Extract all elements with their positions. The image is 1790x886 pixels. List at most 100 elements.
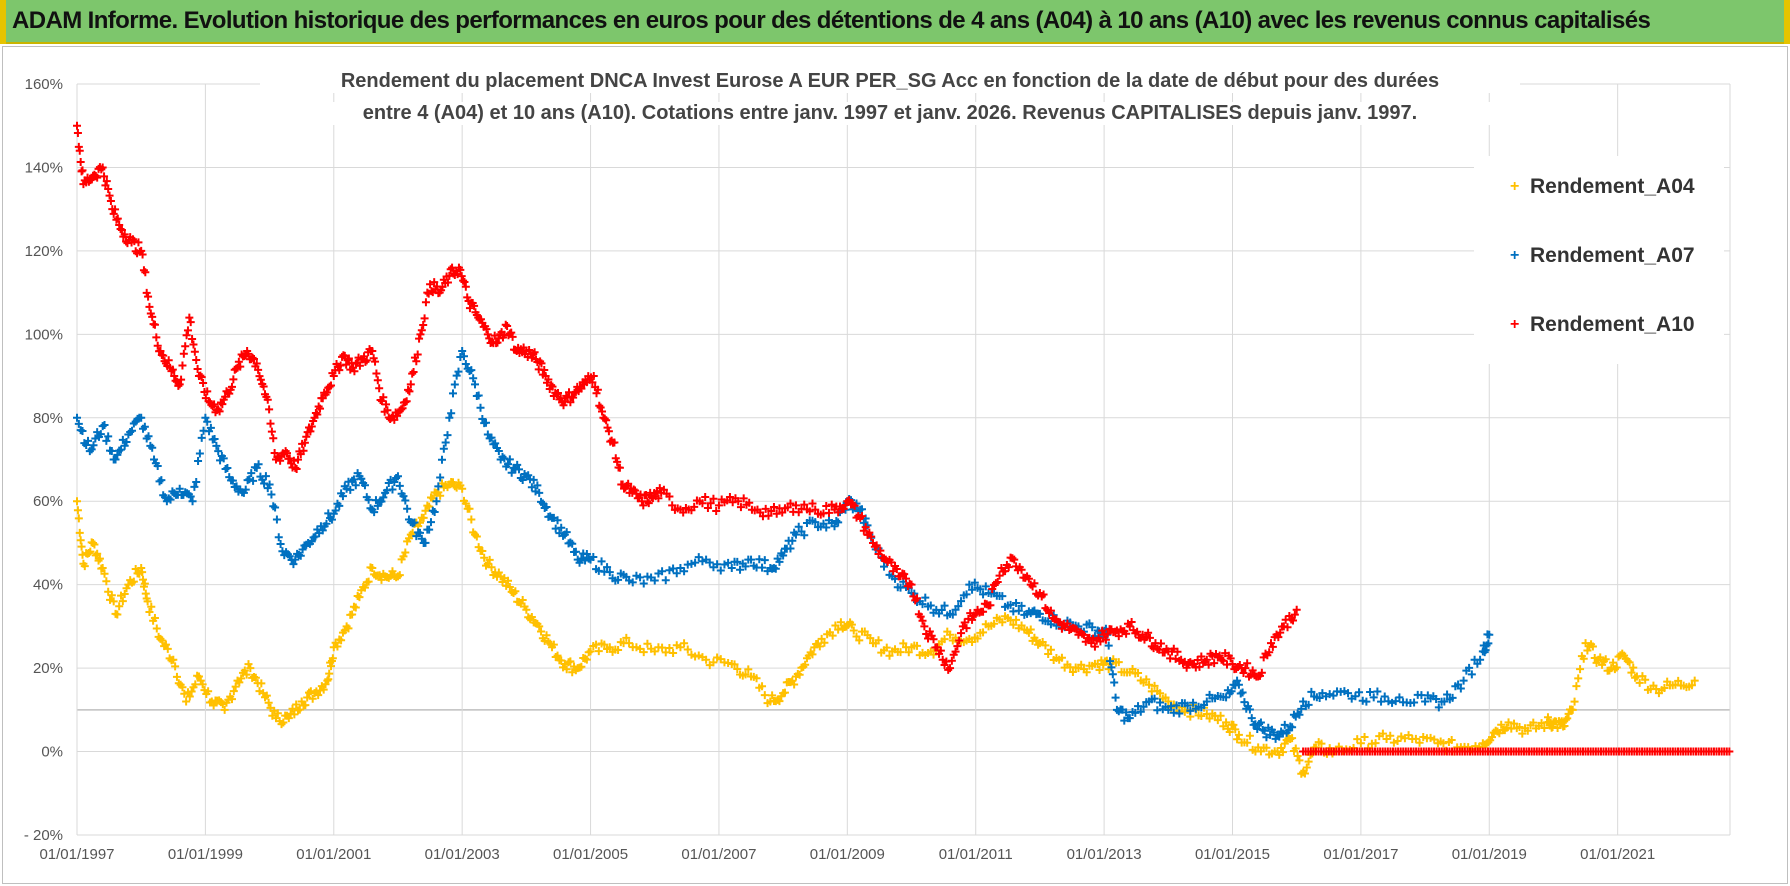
point-rendement-a10: [255, 372, 264, 381]
point-rendement-a04: [74, 514, 83, 523]
point-rendement-a10: [164, 356, 173, 365]
point-rendement-a07: [1299, 697, 1308, 706]
point-rendement-a10: [283, 449, 292, 458]
y-tick-label: 80%: [33, 410, 63, 427]
point-rendement-a07: [148, 443, 157, 452]
point-rendement-a10: [872, 541, 881, 550]
point-rendement-a04: [540, 636, 549, 645]
point-rendement-a10: [1101, 635, 1110, 644]
point-rendement-a07: [128, 426, 137, 435]
point-rendement-a10: [188, 334, 197, 343]
point-rendement-a07: [447, 409, 456, 418]
point-rendement-a04: [1560, 721, 1569, 730]
point-rendement-a10: [190, 347, 199, 356]
point-rendement-a10: [1098, 626, 1107, 635]
point-rendement-a10: [824, 508, 833, 517]
point-rendement-a07: [669, 564, 678, 573]
point-rendement-a04: [246, 664, 255, 673]
point-rendement-a04: [1017, 621, 1026, 630]
point-rendement-a04: [566, 657, 575, 666]
point-rendement-a07: [1421, 697, 1430, 706]
point-rendement-a07: [157, 476, 166, 485]
point-rendement-a10: [1292, 605, 1301, 614]
point-rendement-a07: [733, 557, 742, 566]
point-rendement-a07: [1156, 698, 1165, 707]
point-rendement-a04: [1386, 731, 1395, 740]
point-rendement-a04: [1161, 693, 1170, 702]
point-rendement-a07: [344, 477, 353, 486]
point-rendement-a04: [836, 618, 845, 627]
point-rendement-a07: [322, 519, 331, 528]
point-rendement-a07: [639, 579, 648, 588]
point-rendement-a07: [346, 485, 355, 494]
point-rendement-a04: [1568, 705, 1577, 714]
point-rendement-a07: [247, 469, 256, 478]
point-rendement-a10: [892, 565, 901, 574]
point-rendement-a10: [409, 368, 418, 377]
point-rendement-a10: [170, 371, 179, 380]
point-rendement-a07: [775, 557, 784, 566]
point-rendement-a07: [691, 558, 700, 567]
point-rendement-a10: [706, 499, 715, 508]
point-rendement-a07: [1104, 641, 1113, 650]
point-rendement-a07: [1362, 697, 1371, 706]
point-rendement-a04: [1497, 720, 1506, 729]
point-rendement-a07: [474, 391, 483, 400]
point-rendement-a10: [461, 282, 470, 291]
point-rendement-a10: [1226, 654, 1235, 663]
point-rendement-a04: [319, 685, 328, 694]
x-tick-label: 01/01/2021: [1580, 846, 1655, 863]
point-rendement-a07: [582, 549, 591, 558]
point-rendement-a04: [505, 583, 514, 592]
point-rendement-a04: [117, 591, 126, 600]
point-rendement-a04: [1641, 675, 1650, 684]
point-rendement-a07: [957, 597, 966, 606]
point-rendement-a10: [537, 359, 546, 368]
point-rendement-a07: [1485, 630, 1494, 639]
point-rendement-a04: [1504, 718, 1513, 727]
point-rendement-a07: [1240, 698, 1249, 707]
point-rendement-a07: [758, 563, 767, 572]
point-rendement-a07: [1443, 690, 1452, 699]
point-rendement-a07: [388, 485, 397, 494]
point-rendement-a10: [289, 456, 298, 465]
point-rendement-a07: [1014, 606, 1023, 615]
point-rendement-a07: [401, 496, 410, 505]
point-rendement-a10: [302, 432, 311, 441]
point-rendement-a10: [313, 410, 322, 419]
point-rendement-a07: [575, 558, 584, 567]
point-rendement-a04: [138, 568, 147, 577]
point-rendement-a07: [779, 551, 788, 560]
point-rendement-a04: [467, 515, 476, 524]
point-rendement-a04: [333, 642, 342, 651]
point-rendement-a10: [665, 492, 674, 501]
point-rendement-a07: [694, 553, 703, 562]
point-rendement-a10: [1182, 663, 1191, 672]
point-rendement-a10: [600, 414, 609, 423]
point-rendement-a10: [1001, 567, 1010, 576]
point-rendement-a04: [1518, 729, 1527, 738]
point-rendement-a04: [600, 640, 609, 649]
point-rendement-a07: [1297, 704, 1306, 713]
point-rendement-a10: [1268, 642, 1277, 651]
point-rendement-a10: [142, 288, 151, 297]
point-rendement-a04: [237, 674, 246, 683]
point-rendement-a04: [1674, 676, 1683, 685]
point-rendement-a10: [232, 364, 241, 373]
point-rendement-a07: [1256, 718, 1265, 727]
point-rendement-a10: [805, 507, 814, 516]
point-rendement-a07: [1222, 693, 1231, 702]
point-rendement-a07: [948, 610, 957, 619]
point-rendement-a04: [235, 678, 244, 687]
point-rendement-a07: [203, 417, 212, 426]
point-rendement-a07: [153, 462, 162, 471]
point-rendement-a10: [566, 398, 575, 407]
point-rendement-a10: [1283, 623, 1292, 632]
point-rendement-a10: [953, 642, 962, 651]
point-rendement-a04: [1415, 738, 1424, 747]
point-rendement-a04: [251, 673, 260, 682]
point-rendement-a04: [191, 680, 200, 689]
point-rendement-a07: [331, 506, 340, 515]
point-rendement-a04: [1128, 664, 1137, 673]
point-rendement-a07: [186, 492, 195, 501]
